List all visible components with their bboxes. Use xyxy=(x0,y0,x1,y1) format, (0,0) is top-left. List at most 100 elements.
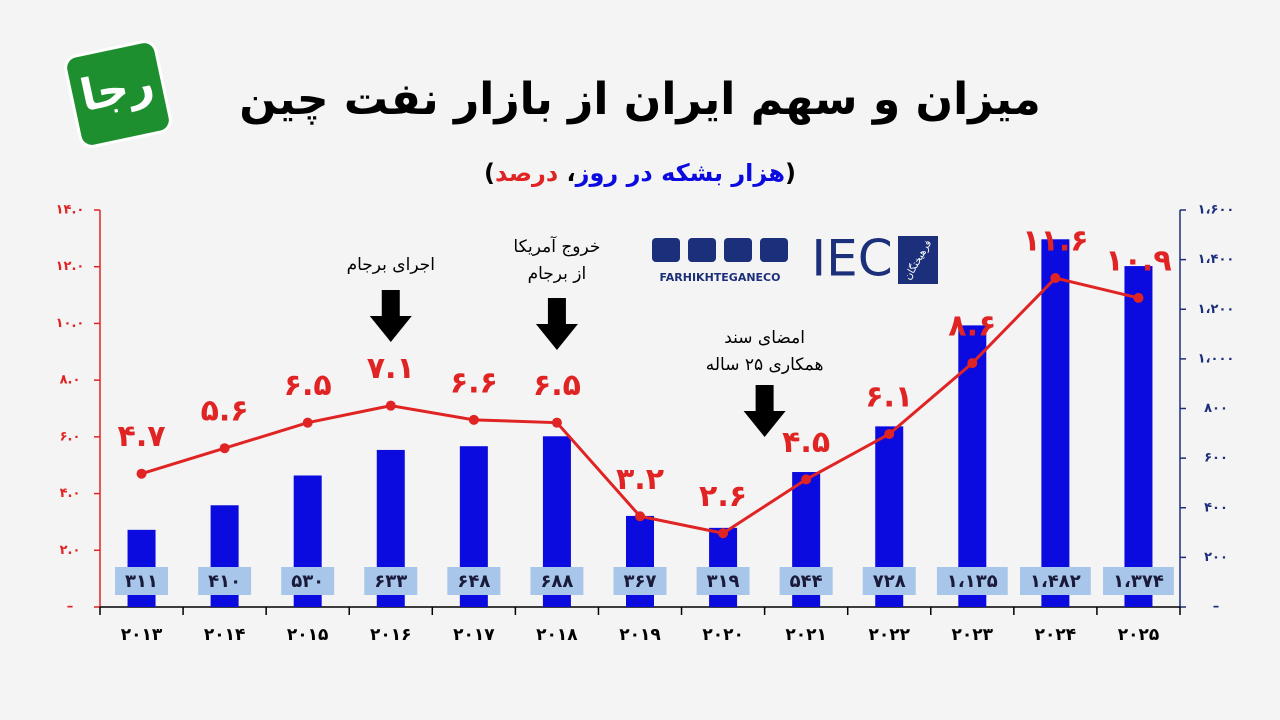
bar-value-label: ۳۱۹ xyxy=(707,571,740,592)
x-tick-label: ۲۰۲۴ xyxy=(1035,625,1077,645)
line-value-label: ۸.۶ xyxy=(948,309,996,344)
line-value-label: ۶.۱ xyxy=(865,380,913,415)
y-tick-label: ۲.۰ xyxy=(60,543,81,558)
bar-value-label: ۶۸۸ xyxy=(540,571,573,592)
line-point xyxy=(302,417,313,428)
value-label-box xyxy=(1019,567,1091,595)
x-tick-label: ۲۰۲۱ xyxy=(785,625,827,645)
value-label-box xyxy=(530,567,584,595)
y2-tick-label: ۱،۴۰۰ xyxy=(1198,252,1235,267)
y2-tick-label: ۱،۰۰۰ xyxy=(1198,351,1235,366)
annotation: خروج آمریکا xyxy=(513,235,600,257)
brand-handle: FARHIKHTEGANECO xyxy=(660,271,781,284)
x-tick-label: ۲۰۲۰ xyxy=(702,625,744,645)
y2-tick-label: ۲۰۰ xyxy=(1204,550,1228,565)
annotation: از برجام xyxy=(528,264,587,284)
line-value-label: ۱۱.۶ xyxy=(1022,224,1088,259)
brand-box xyxy=(898,236,938,284)
x-tick-label: ۲۰۱۸ xyxy=(536,625,578,645)
bar-value-label: ۳۶۷ xyxy=(624,571,657,592)
line-value-label: ۲.۶ xyxy=(699,479,747,514)
y-tick-label: – xyxy=(67,600,74,615)
line-value-label: ۶.۵ xyxy=(284,368,332,403)
subtitle-part: ) xyxy=(484,159,495,187)
x-tick-label: ۲۰۲۳ xyxy=(952,625,994,645)
social-icon xyxy=(688,238,716,262)
y2-tick-label: ۱،۲۰۰ xyxy=(1198,302,1235,317)
logo: رجا xyxy=(64,40,172,148)
value-label-box xyxy=(613,567,667,595)
line-point xyxy=(967,358,978,369)
social-icon xyxy=(724,238,752,262)
line-point xyxy=(136,468,147,479)
bar-value-label: ۵۳۰ xyxy=(291,571,324,592)
y2-tick-label: ۱،۶۰۰ xyxy=(1198,203,1235,218)
line-value-label: ۵.۶ xyxy=(201,394,249,429)
bar xyxy=(1124,266,1153,607)
x-tick-label: ۲۰۲۲ xyxy=(868,625,910,645)
line-value-label: ۴.۷ xyxy=(118,419,166,454)
chart-subtitle: (هزار بشکه در روز، درصد) xyxy=(484,159,796,187)
line-point xyxy=(635,511,645,522)
x-tick-label: ۲۰۱۴ xyxy=(204,625,246,645)
bar-value-label: ۷۲۸ xyxy=(873,571,906,592)
value-label-box xyxy=(364,567,418,595)
annotation-arrow xyxy=(369,290,412,342)
annotation-arrow xyxy=(535,298,578,350)
value-label-box xyxy=(779,567,833,595)
bar-value-label: ۶۴۸ xyxy=(457,571,490,592)
x-tick-label: ۲۰۱۹ xyxy=(619,625,661,645)
bar-value-label: ۵۴۴ xyxy=(790,571,823,592)
line-value-label: ۶.۵ xyxy=(533,368,581,403)
y-tick-label: ۶.۰ xyxy=(60,429,81,444)
brand-banner: FARHIKHTEGANECO IEC فرهیختگان xyxy=(652,230,938,288)
bar-value-label: ۱،۴۸۲ xyxy=(1030,571,1081,592)
y2-tick-label: ۸۰۰ xyxy=(1204,401,1228,416)
line-point xyxy=(385,400,396,411)
bar xyxy=(1041,239,1070,607)
subtitle-part: ( xyxy=(785,159,796,187)
x-tick-label: ۲۰۲۵ xyxy=(1118,625,1160,645)
x-tick-label: ۲۰۱۵ xyxy=(287,625,329,645)
social-icon xyxy=(760,238,788,262)
x-tick-label: ۲۰۱۷ xyxy=(453,625,495,645)
bar-value-label: ۱،۳۷۴ xyxy=(1113,571,1164,592)
x-tick-label: ۲۰۱۳ xyxy=(121,625,163,645)
y2-tick-label: – xyxy=(1213,600,1220,615)
line-value-label: ۳.۲ xyxy=(616,462,664,497)
value-label-box xyxy=(281,567,335,595)
y-tick-label: ۸.۰ xyxy=(60,373,81,388)
bar-value-label: ۱،۱۳۵ xyxy=(947,571,998,592)
line-value-label: ۱۰.۹ xyxy=(1105,243,1171,278)
bar-value-label: ۶۳۳ xyxy=(374,571,407,592)
y2-tick-label: ۶۰۰ xyxy=(1204,451,1228,466)
subtitle-part: درصد xyxy=(495,159,558,187)
value-label-box xyxy=(447,567,501,595)
subtitle-part: هزار بشکه در روز xyxy=(575,159,785,187)
value-label-box xyxy=(936,567,1008,595)
line-point xyxy=(884,429,895,440)
line-value-label: ۶.۶ xyxy=(450,365,498,400)
line-value-label: ۷.۱ xyxy=(367,351,415,386)
bar-value-label: ۴۱۰ xyxy=(208,571,241,592)
value-label-box xyxy=(1103,567,1174,595)
line-point xyxy=(801,474,812,485)
y-tick-label: ۴.۰ xyxy=(60,486,81,501)
line-point xyxy=(1133,292,1144,303)
logo-badge xyxy=(64,40,172,148)
bar-value-label: ۳۱۱ xyxy=(125,571,158,592)
annotation: همکاری ۲۵ ساله xyxy=(706,355,824,375)
y-tick-label: ۱۰.۰ xyxy=(56,316,85,331)
annotation-arrow xyxy=(743,385,786,437)
y-tick-label: ۱۴.۰ xyxy=(56,203,85,218)
line-value-label: ۴.۵ xyxy=(782,425,830,460)
y-tick-label: ۱۲.۰ xyxy=(56,259,85,274)
line-point xyxy=(551,417,562,428)
value-label-box xyxy=(696,567,750,595)
line-point xyxy=(468,414,479,425)
brand-mark: IEC xyxy=(811,230,892,288)
line-point xyxy=(1050,273,1061,284)
y2-tick-label: ۴۰۰ xyxy=(1204,500,1228,515)
chart-title: میزان و سهم ایران از بازار نفت چین xyxy=(239,74,1040,125)
